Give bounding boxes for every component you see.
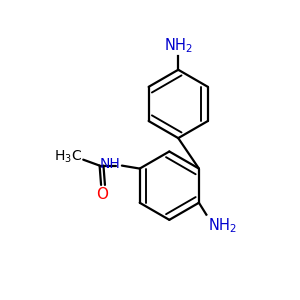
Text: NH: NH [100, 157, 120, 171]
Text: H$_3$C: H$_3$C [54, 148, 82, 165]
Text: NH$_2$: NH$_2$ [208, 216, 237, 235]
Text: O: O [97, 187, 109, 202]
Text: NH$_2$: NH$_2$ [164, 36, 193, 55]
